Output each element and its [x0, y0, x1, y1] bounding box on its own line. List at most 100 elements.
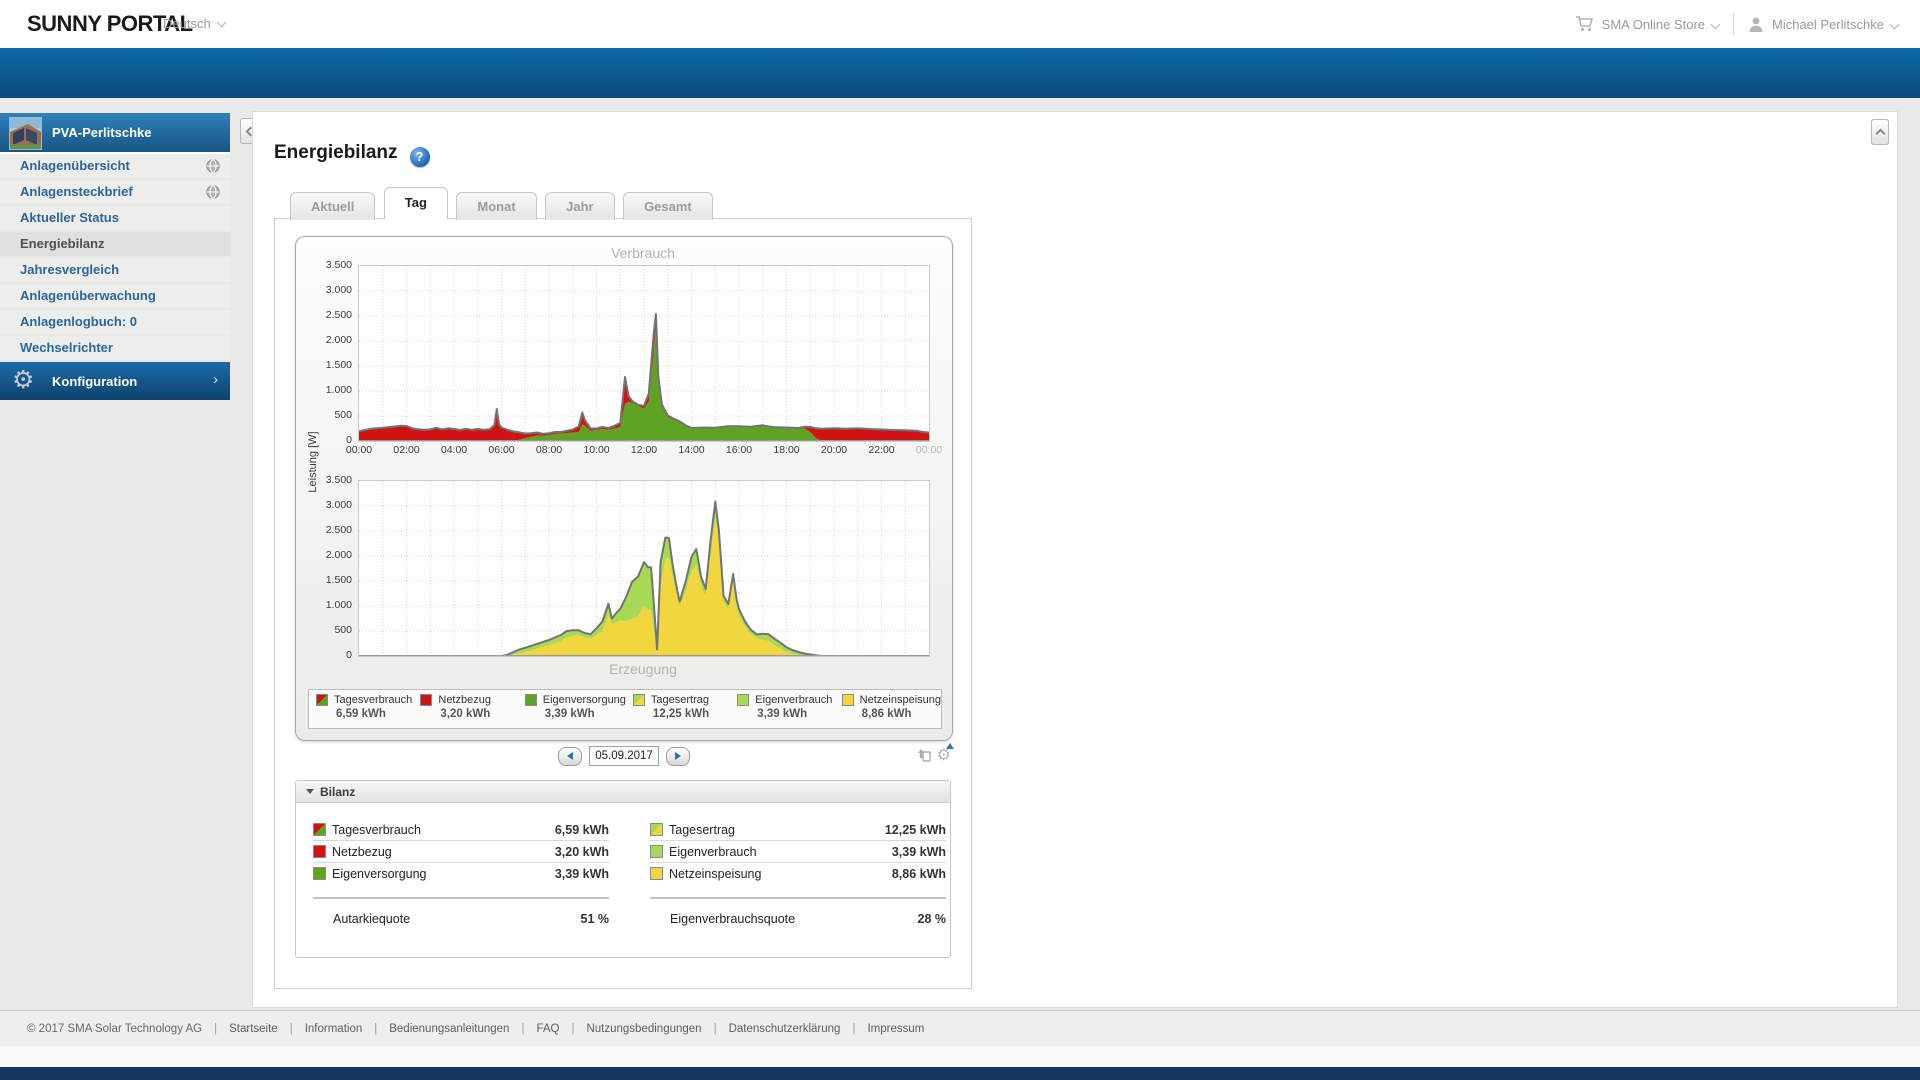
sidebar-item-jahresvergleich[interactable]: Jahresvergleich [0, 258, 230, 282]
language-selector[interactable]: Deutsch [163, 16, 227, 31]
date-input[interactable] [589, 746, 659, 766]
tab-jahr[interactable]: Jahr [545, 192, 615, 220]
eigenverbrauch-swatch [737, 694, 750, 706]
arrow-right-icon [675, 752, 681, 760]
verbrauch-y-axis-labels: 0 500 1.000 1.500 2.000 2.500 3.000 3.500 [296, 259, 352, 446]
export-icon[interactable] [914, 746, 931, 763]
tagesertrag-swatch [650, 823, 663, 836]
chevron-down-icon [1889, 19, 1900, 29]
top-header-bar: SUNNY PORTAL Deutsch SMA Online Store Mi… [0, 0, 1920, 48]
netzeinspeisung-swatch [841, 694, 854, 706]
sidebar-item-anlagenueberwachung[interactable]: Anlagenüberwachung [0, 284, 230, 308]
scroll-top-button[interactable] [1871, 119, 1889, 145]
y-tick-label: 1.000 [325, 599, 352, 611]
footer-link-impressum[interactable]: Impressum [867, 1022, 925, 1035]
collapse-arrow-icon [306, 789, 314, 794]
main-nav-bar [0, 48, 1920, 98]
tagesverbrauch-swatch [316, 694, 328, 706]
chevron-down-icon [1710, 19, 1721, 29]
globe-public-icon [206, 185, 220, 199]
energy-chart-widget: Verbrauch 0 500 1.000 1.500 2.000 2.500 3.000 3… [295, 236, 953, 741]
sidebar-item-energiebilanz[interactable]: Energiebilanz [0, 232, 230, 256]
y-tick-label: 2.500 [325, 524, 352, 536]
sidebar-item-anlagenuebersicht[interactable]: Anlagenübersicht [0, 154, 230, 178]
footer-link-startseite[interactable]: Startseite [229, 1022, 278, 1035]
sunny-portal-logo: SUNNY PORTAL [27, 11, 193, 36]
legend-item-tagesertrag: Tagesertrag 12,25 kWh [626, 690, 730, 728]
footer-link-datenschutzerklaerung[interactable]: Datenschutzerklärung [728, 1022, 841, 1035]
chevron-up-icon [1875, 128, 1885, 138]
tab-tag[interactable]: Tag [383, 187, 448, 219]
footer-link-faq[interactable]: FAQ [536, 1022, 560, 1035]
footer-link-information[interactable]: Information [304, 1022, 363, 1035]
eigenversorgung-swatch [524, 694, 537, 706]
x-tick-label: 10:00 [583, 444, 610, 456]
sidebar-item-konfiguration[interactable]: ⚙ Konfiguration › [0, 362, 230, 400]
gear-icon: ⚙ [12, 365, 35, 394]
bilanz-header[interactable]: Bilanz [296, 781, 950, 803]
autarkiequote-row: Autarkiequote 51 % [313, 897, 609, 926]
sidebar-item-wechselrichter[interactable]: Wechselrichter [0, 336, 230, 360]
sidebar-item-anlagensteckbrief[interactable]: Anlagensteckbrief [0, 180, 230, 204]
y-tick-label: 2.500 [325, 309, 352, 321]
chevron-down-icon [216, 17, 227, 28]
x-tick-label: 08:00 [535, 444, 563, 456]
footer-link-bedienungsanleitungen[interactable]: Bedienungsanleitungen [389, 1022, 510, 1035]
sidebar-item-anlagenlogbuch[interactable]: Anlagenlogbuch: 0 [0, 310, 230, 334]
tab-content-box: Verbrauch 0 500 1.000 1.500 2.000 2.500 3.000 3… [274, 218, 972, 989]
verbrauch-chart-plot [358, 265, 930, 442]
netzbezug-swatch [420, 694, 433, 706]
tab-aktuell[interactable]: Aktuell [290, 192, 376, 220]
bilanz-row-tagesertrag: Tagesertrag 12,25 kWh [650, 819, 946, 841]
sidebar-item-aktueller-status[interactable]: Aktueller Status [0, 206, 230, 230]
y-tick-label: 0 [346, 649, 352, 661]
next-day-button[interactable] [666, 746, 690, 766]
chart-legend: Tagesverbrauch 6,59 kWh Netzbezug 3,20 k… [308, 689, 942, 729]
previous-day-button[interactable] [558, 746, 582, 766]
eigenverbrauchsquote-row: Eigenverbrauchsquote 28 % [650, 897, 946, 926]
tagesertrag-swatch [632, 694, 645, 706]
y-tick-label: 3.000 [325, 499, 352, 511]
time-axis-labels: 00:00 02:00 04:00 06:00 08:00 10:00 12:00 14:00… [346, 444, 942, 458]
tab-monat[interactable]: Monat [456, 192, 537, 220]
settings-gear-icon[interactable]: ⚙ [937, 742, 954, 763]
footer-link-nutzungsbedingungen[interactable]: Nutzungsbedingungen [586, 1022, 702, 1035]
sidebar: PVA-Perlitschke Anlagenübersicht Anlagen… [0, 113, 230, 400]
plant-thumbnail [9, 117, 42, 150]
user-icon [1748, 16, 1764, 33]
x-tick-label: 00:00 [915, 444, 943, 456]
erzeugung-y-axis-labels: 0 500 1.000 1.500 2.000 2.500 3.000 3.500 [296, 474, 352, 661]
page-title: Energiebilanz? [274, 142, 430, 167]
legend-item-eigenversorgung: Eigenversorgung 3,39 kWh [518, 690, 626, 728]
legend-item-netzbezug: Netzbezug 3,20 kWh [413, 690, 517, 728]
x-tick-label: 14:00 [678, 444, 705, 456]
y-tick-label: 3.000 [325, 284, 352, 296]
sma-online-store-menu[interactable]: SMA Online Store [1575, 16, 1721, 32]
y-tick-label: 0 [346, 434, 352, 446]
y-tick-label: 2.000 [325, 334, 352, 346]
plant-header[interactable]: PVA-Perlitschke [0, 113, 230, 154]
y-tick-label: 3.500 [325, 259, 352, 271]
x-tick-label: 06:00 [488, 444, 515, 456]
x-tick-label: 18:00 [773, 444, 800, 456]
y-tick-label: 500 [334, 624, 352, 636]
footer-spacer [0, 1046, 1920, 1067]
bilanz-row-tagesverbrauch: Tagesverbrauch 6,59 kWh [313, 819, 609, 841]
shopping-cart-icon [1575, 16, 1594, 32]
user-menu[interactable]: Michael Perlitschke [1748, 16, 1900, 33]
help-icon[interactable]: ? [409, 147, 430, 167]
x-tick-label: 20:00 [820, 444, 848, 456]
plant-name: PVA-Perlitschke [52, 125, 152, 140]
legend-item-netzeinspeisung: Netzeinspeisung 8,86 kWh [835, 690, 941, 728]
bilanz-row-eigenversorgung: Eigenversorgung 3,39 kWh [313, 863, 609, 884]
legend-item-tagesverbrauch: Tagesverbrauch 6,59 kWh [309, 690, 413, 728]
y-tick-label: 500 [334, 409, 352, 421]
x-tick-label: 04:00 [440, 444, 468, 456]
tab-gesamt[interactable]: Gesamt [623, 192, 713, 220]
eigenverbrauch-swatch [650, 845, 663, 858]
legend-item-eigenverbrauch: Eigenverbrauch 3,39 kWh [730, 690, 834, 728]
arrow-up-icon [946, 742, 954, 749]
bilanz-right-column: Tagesertrag 12,25 kWh Eigenverbrauch 3,3… [650, 819, 946, 926]
tab-strip: Aktuell Tag Monat Jahr Gesamt [290, 187, 717, 220]
